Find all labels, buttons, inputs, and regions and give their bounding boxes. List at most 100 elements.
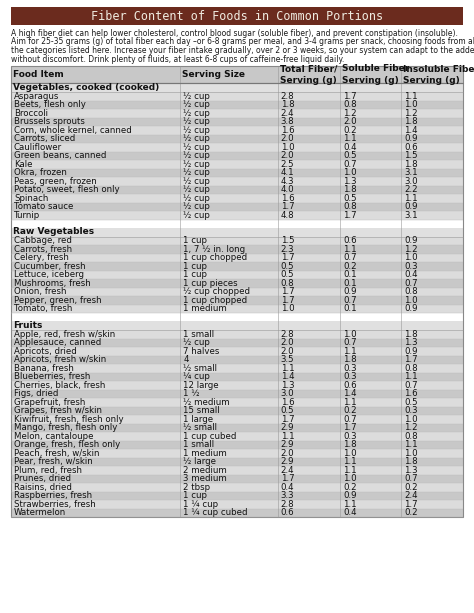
Text: 0.2: 0.2 — [343, 483, 356, 492]
Text: 2.4: 2.4 — [281, 109, 294, 118]
Text: 1.7: 1.7 — [343, 92, 356, 101]
Text: 4: 4 — [183, 356, 189, 364]
Text: 1.3: 1.3 — [404, 338, 418, 347]
Text: ½ cup: ½ cup — [183, 202, 210, 211]
Text: 0.9: 0.9 — [343, 491, 356, 500]
Text: 1.2: 1.2 — [404, 109, 418, 118]
Text: 1 cup chopped: 1 cup chopped — [183, 295, 247, 305]
Text: 0.3: 0.3 — [343, 364, 356, 373]
Text: 2.9: 2.9 — [281, 457, 294, 466]
Bar — [11, 415, 463, 424]
Text: Insoluble Fiber/
Serving (g): Insoluble Fiber/ Serving (g) — [403, 64, 474, 85]
Text: 1 medium: 1 medium — [183, 304, 227, 313]
Text: 4.1: 4.1 — [281, 168, 294, 177]
Text: 1.8: 1.8 — [281, 101, 294, 109]
Text: 0.3: 0.3 — [404, 406, 418, 415]
Text: 1.7: 1.7 — [281, 474, 294, 483]
Text: 1.0: 1.0 — [281, 143, 294, 152]
Text: 4.8: 4.8 — [281, 211, 294, 219]
Text: Mango, fresh, flesh only: Mango, fresh, flesh only — [14, 423, 118, 432]
Text: 1.1: 1.1 — [343, 466, 356, 474]
Text: 12 large: 12 large — [183, 381, 219, 390]
Text: 0.2: 0.2 — [404, 483, 418, 492]
Text: 3.1: 3.1 — [404, 211, 418, 219]
Text: 1.1: 1.1 — [404, 372, 418, 381]
Text: 1 ¼ cup: 1 ¼ cup — [183, 500, 219, 509]
Text: Cherries, black, fresh: Cherries, black, fresh — [14, 381, 105, 390]
Text: ½ cup: ½ cup — [183, 177, 210, 186]
Text: 0.5: 0.5 — [343, 151, 356, 160]
Text: 1.8: 1.8 — [404, 330, 418, 339]
Bar — [11, 177, 463, 186]
Text: 1.8: 1.8 — [343, 185, 356, 194]
Text: 0.8: 0.8 — [404, 432, 418, 441]
Text: 0.8: 0.8 — [343, 202, 356, 211]
Text: 1.0: 1.0 — [343, 474, 356, 483]
Text: Pear, fresh, w/skin: Pear, fresh, w/skin — [14, 457, 93, 466]
Bar — [11, 109, 463, 118]
Text: Kale: Kale — [14, 160, 33, 169]
Bar — [11, 237, 463, 245]
Text: 1.8: 1.8 — [404, 117, 418, 126]
Text: 1 cup cubed: 1 cup cubed — [183, 432, 237, 441]
Text: 0.7: 0.7 — [343, 415, 356, 424]
Bar — [11, 338, 463, 347]
Text: 1.0: 1.0 — [404, 101, 418, 109]
Text: Grapefruit, fresh: Grapefruit, fresh — [14, 398, 85, 407]
Bar — [11, 356, 463, 364]
Text: 2.5: 2.5 — [281, 160, 294, 169]
Text: 1.1: 1.1 — [343, 245, 356, 254]
Text: Strawberries, fresh: Strawberries, fresh — [14, 500, 96, 509]
Text: 3 medium: 3 medium — [183, 474, 227, 483]
Text: 0.1: 0.1 — [343, 270, 356, 280]
Text: ½ cup: ½ cup — [183, 160, 210, 169]
Text: 0.7: 0.7 — [343, 160, 356, 169]
Text: 0.2: 0.2 — [404, 508, 418, 517]
Text: 1.1: 1.1 — [343, 457, 356, 466]
Bar — [11, 389, 463, 398]
Text: Carrots, sliced: Carrots, sliced — [14, 134, 75, 143]
Text: 1.1: 1.1 — [343, 500, 356, 509]
Text: 0.7: 0.7 — [343, 253, 356, 262]
Bar — [11, 270, 463, 279]
Text: 1.6: 1.6 — [404, 389, 418, 398]
Text: A high fiber diet can help lower cholesterol, control blood sugar (soluble fiber: A high fiber diet can help lower cholest… — [11, 29, 458, 38]
Text: 1.1: 1.1 — [281, 432, 294, 441]
Text: 0.6: 0.6 — [343, 381, 356, 390]
Text: 1.5: 1.5 — [404, 151, 418, 160]
Text: 3.5: 3.5 — [281, 356, 294, 364]
Text: Turnip: Turnip — [14, 211, 40, 219]
Text: 0.9: 0.9 — [404, 202, 418, 211]
Bar — [11, 101, 463, 109]
Text: 0.2: 0.2 — [343, 262, 356, 271]
Text: 1.1: 1.1 — [281, 364, 294, 373]
Text: Serving Size: Serving Size — [182, 70, 246, 79]
Text: 1.0: 1.0 — [343, 449, 356, 458]
Bar — [11, 134, 463, 143]
Text: 0.7: 0.7 — [404, 474, 418, 483]
Text: 1 small: 1 small — [183, 330, 215, 339]
Bar — [11, 373, 463, 381]
Text: Carrots, fresh: Carrots, fresh — [14, 245, 72, 254]
Text: 0.8: 0.8 — [343, 101, 356, 109]
Bar — [11, 160, 463, 169]
Text: ½ cup: ½ cup — [183, 109, 210, 118]
Text: Plum, red, fresh: Plum, red, fresh — [14, 466, 82, 474]
Text: Orange, fresh, flesh only: Orange, fresh, flesh only — [14, 440, 120, 449]
Text: 0.8: 0.8 — [404, 287, 418, 296]
Text: 0.9: 0.9 — [404, 134, 418, 143]
Text: 1.4: 1.4 — [343, 389, 356, 398]
Text: 2.0: 2.0 — [343, 117, 356, 126]
Text: 1 cup: 1 cup — [183, 270, 208, 280]
Bar — [11, 202, 463, 211]
Text: 1.1: 1.1 — [343, 347, 356, 356]
Bar — [11, 449, 463, 457]
Text: Aim for 25-35 grams (g) of total fiber each day –or 6-8 grams per meal, and 3-4 : Aim for 25-35 grams (g) of total fiber e… — [11, 37, 474, 47]
Text: 0.5: 0.5 — [281, 270, 294, 280]
Text: 0.8: 0.8 — [281, 279, 294, 287]
Bar — [11, 321, 463, 330]
Text: 0.3: 0.3 — [343, 432, 356, 441]
Text: 0.6: 0.6 — [343, 236, 356, 245]
Bar — [11, 126, 463, 134]
Text: 0.6: 0.6 — [404, 143, 418, 152]
